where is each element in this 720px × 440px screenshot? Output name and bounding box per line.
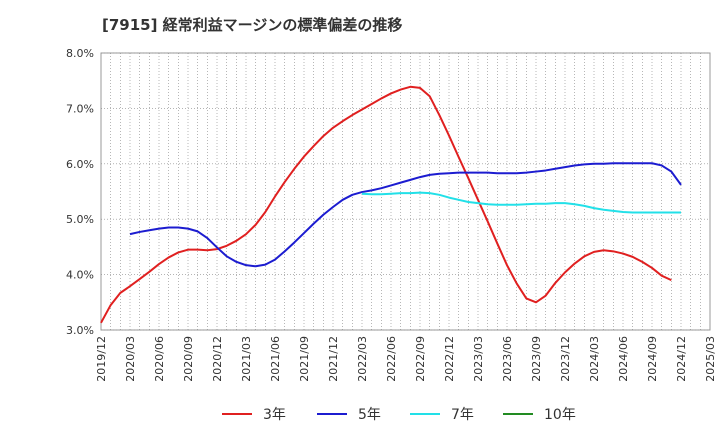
x-tick-label: 2024/06 bbox=[617, 336, 630, 382]
plot-area bbox=[100, 52, 711, 331]
x-tick-label: 2024/12 bbox=[675, 336, 688, 382]
y-tick-label: 8.0% bbox=[66, 47, 94, 60]
x-tick-label: 2022/09 bbox=[414, 336, 427, 382]
x-tick-label: 2022/03 bbox=[356, 336, 369, 382]
x-tick-label: 2025/03 bbox=[704, 336, 717, 382]
x-tick-label: 2020/12 bbox=[211, 336, 224, 382]
y-tick-label: 5.0% bbox=[66, 213, 94, 226]
x-tick-label: 2024/03 bbox=[588, 336, 601, 382]
x-tick-label: 2021/12 bbox=[327, 336, 340, 382]
y-tick-label: 6.0% bbox=[66, 158, 94, 171]
x-tick-label: 2023/06 bbox=[501, 336, 514, 382]
grid-lines bbox=[101, 52, 710, 331]
x-tick-label: 2020/03 bbox=[124, 336, 137, 382]
y-axis: 3.0% 4.0% 5.0% 6.0% 7.0% 8.0% bbox=[66, 47, 94, 337]
x-tick-label: 2023/03 bbox=[472, 336, 485, 382]
x-tick-label: 2020/09 bbox=[182, 336, 195, 382]
x-tick-label: 2021/03 bbox=[240, 336, 253, 382]
chart-title: [7915] 経常利益マージンの標準偏差の推移 bbox=[102, 16, 403, 34]
x-tick-label: 2021/09 bbox=[298, 336, 311, 382]
x-axis: 2019/12 2020/03 2020/06 2020/09 2020/12 2021/… bbox=[95, 336, 717, 382]
x-tick-label: 2019/12 bbox=[95, 336, 108, 382]
legend: 3年 5年 7年 10年 bbox=[222, 407, 576, 423]
x-tick-label: 2021/06 bbox=[269, 336, 282, 382]
x-tick-label: 2022/12 bbox=[443, 336, 456, 382]
x-tick-label: 2023/12 bbox=[559, 336, 572, 382]
legend-label: 3年 bbox=[263, 407, 286, 423]
series-lines bbox=[100, 85, 682, 324]
y-tick-label: 7.0% bbox=[66, 102, 94, 115]
series-line-5年 bbox=[129, 162, 682, 268]
x-tick-label: 2023/09 bbox=[530, 336, 543, 382]
y-tick-label: 3.0% bbox=[66, 324, 94, 337]
y-tick-label: 4.0% bbox=[66, 269, 94, 282]
series-line-3年 bbox=[100, 85, 672, 324]
x-tick-label: 2020/06 bbox=[153, 336, 166, 382]
legend-label: 5年 bbox=[358, 407, 381, 423]
legend-label: 7年 bbox=[451, 407, 474, 423]
x-tick-label: 2024/09 bbox=[646, 336, 659, 382]
x-tick-label: 2022/06 bbox=[385, 336, 398, 382]
series-line-7年 bbox=[361, 191, 681, 214]
legend-label: 10年 bbox=[544, 407, 576, 423]
